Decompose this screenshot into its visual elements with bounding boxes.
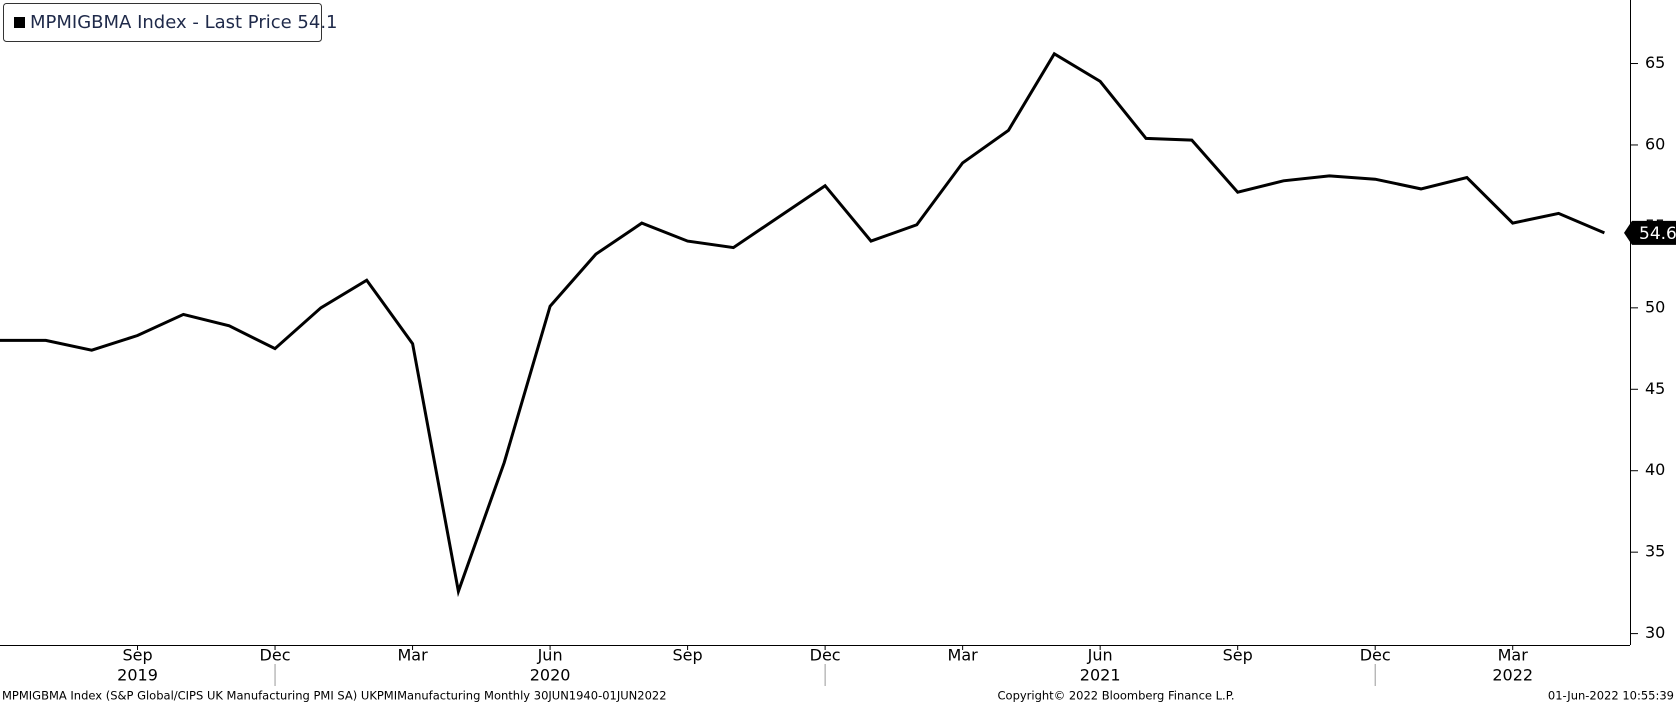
x-tick-label: Dec bbox=[1360, 646, 1391, 665]
last-value-label: 54.6 bbox=[1639, 224, 1676, 244]
last-value-box bbox=[1624, 220, 1676, 245]
legend-swatch bbox=[14, 17, 25, 28]
x-tick-label: Sep bbox=[122, 646, 152, 665]
x-tick-label: Mar bbox=[948, 646, 979, 665]
x-tick-label: Sep bbox=[1223, 646, 1253, 665]
x-tick-label: Dec bbox=[260, 646, 291, 665]
footer-right: 01-Jun-2022 10:55:39 bbox=[1548, 689, 1674, 703]
series-line bbox=[0, 51, 1605, 598]
x-tick-label: Jun bbox=[1087, 646, 1113, 665]
footer-left: MPMIGBMA Index (S&P Global/CIPS UK Manuf… bbox=[2, 689, 667, 703]
legend-box bbox=[3, 3, 322, 42]
x-tick-label: Jun bbox=[537, 646, 563, 665]
y-tick-label: 30 bbox=[1645, 623, 1665, 642]
x-tick-label: Sep bbox=[673, 646, 703, 665]
legend-text: MPMIGBMA Index - Last Price 54.1 bbox=[30, 12, 338, 33]
x-tick-label: Mar bbox=[397, 646, 428, 665]
y-tick-label: 65 bbox=[1645, 53, 1665, 72]
y-tick-label: 50 bbox=[1645, 297, 1665, 316]
y-tick-label: 35 bbox=[1645, 542, 1665, 561]
year-label: 2021 bbox=[1080, 666, 1121, 685]
footer-center: Copyright© 2022 Bloomberg Finance L.P. bbox=[998, 689, 1235, 703]
year-label: 2022 bbox=[1492, 666, 1533, 685]
year-label: 2020 bbox=[530, 666, 571, 685]
y-tick-label: 40 bbox=[1645, 460, 1665, 479]
y-tick-label: 60 bbox=[1645, 134, 1665, 153]
year-label: 2019 bbox=[117, 666, 158, 685]
legend: MPMIGBMA Index - Last Price 54.1 bbox=[3, 3, 338, 42]
y-tick-label: 45 bbox=[1645, 379, 1665, 398]
x-tick-label: Dec bbox=[810, 646, 841, 665]
x-tick-label: Mar bbox=[1498, 646, 1529, 665]
